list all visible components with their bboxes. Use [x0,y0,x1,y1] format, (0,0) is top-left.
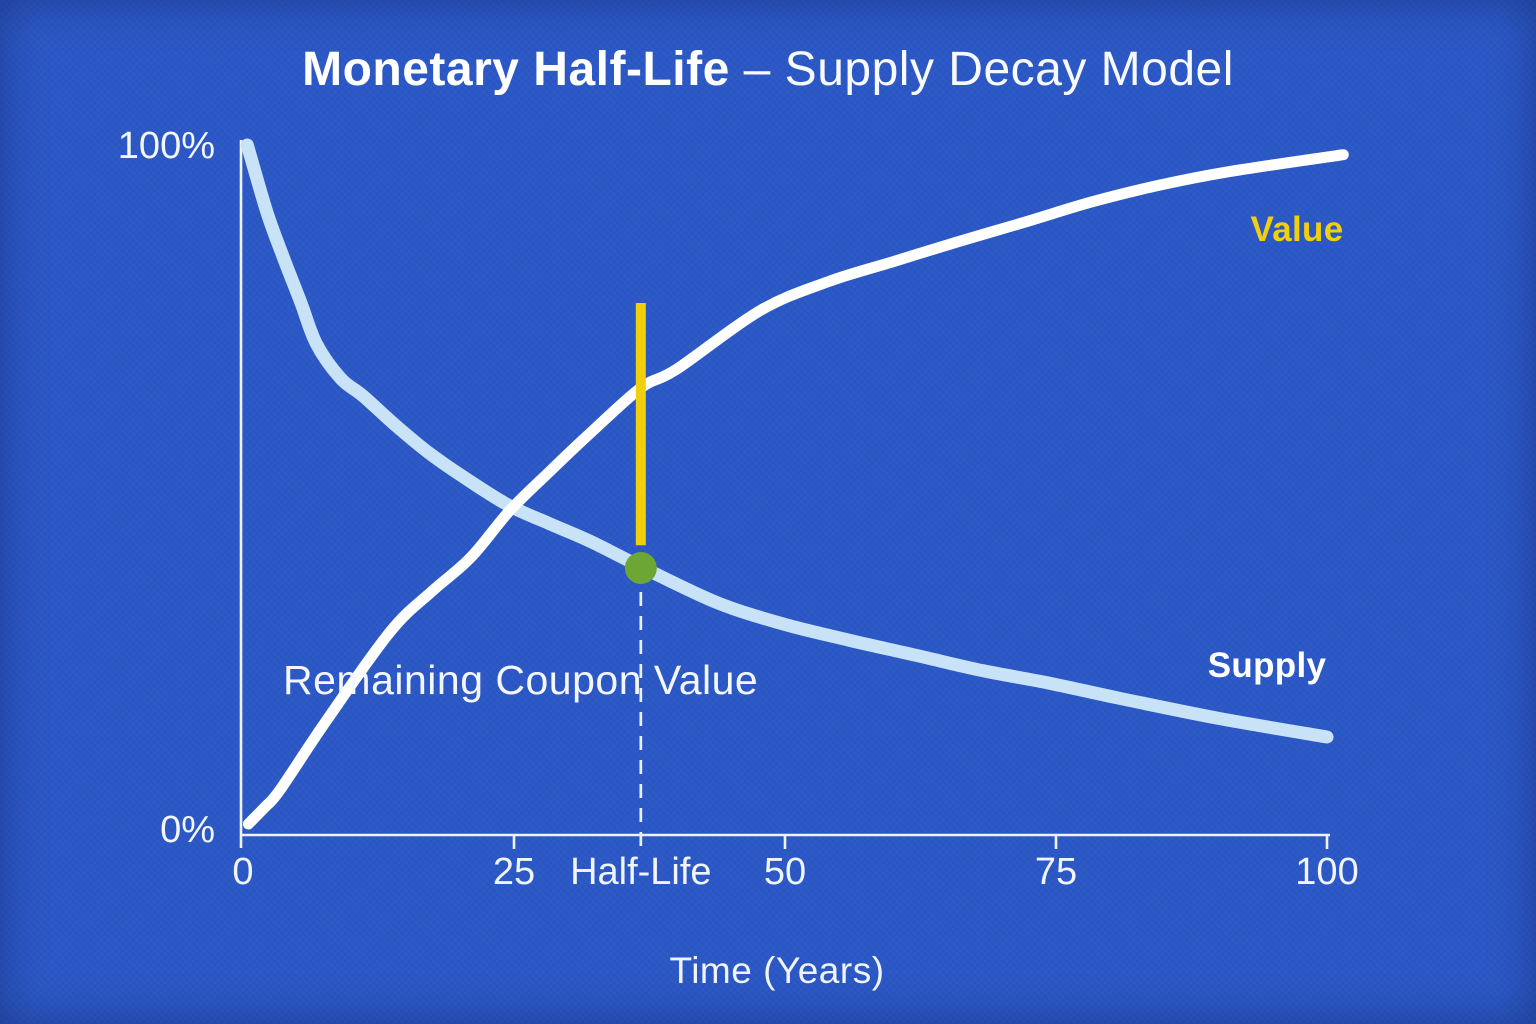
y-axis-label-0: 0% [160,809,215,851]
x-tick-label-0: 0 [232,851,254,893]
x-tick-label-100: 100 [1295,851,1359,893]
half-life-marker-dot [624,551,657,584]
chart-title-bold: Monetary Half-Life [302,43,730,96]
value-series-label: Value [1250,210,1344,249]
supply-series-label: Supply [1207,646,1327,685]
x-tick-label-half-life: Half-Life [570,851,712,893]
x-tick-label-75: 75 [1034,851,1078,893]
supply-curve [240,138,1334,744]
x-tick-label-50: 50 [763,851,807,893]
value-curve [242,149,1349,830]
chart-title: Monetary Half-Life – Supply Decay Model [302,42,1234,97]
remaining-coupon-value-label: Remaining Coupon Value [283,657,759,703]
x-axis-title: Time (Years) [669,950,885,991]
x-tick-label-25: 25 [492,851,536,893]
chart-title-rest: – Supply Decay Model [729,43,1234,96]
y-axis-label-100: 100% [117,125,215,167]
